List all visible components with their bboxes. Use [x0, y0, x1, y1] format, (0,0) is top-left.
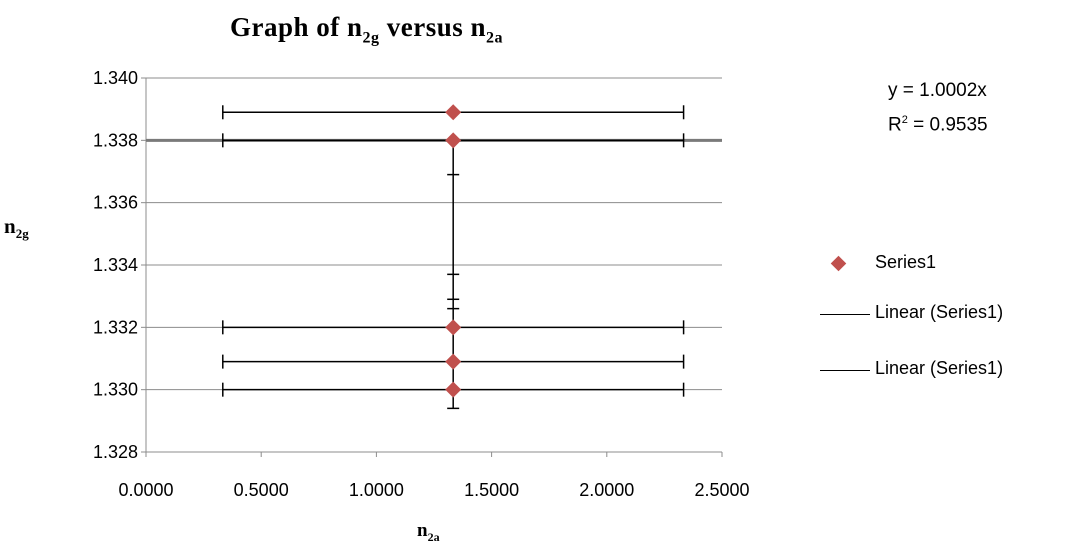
x-tick-label: 0.0000: [118, 480, 173, 500]
data-point: [445, 319, 462, 336]
data-point: [445, 381, 462, 398]
x-tick-label: 2.5000: [694, 480, 749, 500]
y-tick-label: 1.330: [93, 380, 138, 400]
x-tick-label: 0.5000: [234, 480, 289, 500]
legend-item-series1: Series1: [820, 250, 1069, 280]
x-tick-label: 1.5000: [464, 480, 519, 500]
data-point: [445, 353, 462, 370]
legend-label: Series1: [875, 252, 937, 272]
y-tick-label: 1.338: [93, 130, 138, 150]
y-tick-label: 1.334: [93, 255, 138, 275]
chart-title: Graph of n2g versus n2a: [230, 12, 504, 47]
data-point: [445, 104, 462, 121]
legend-diamond-marker-icon: [830, 255, 847, 272]
y-tick-label: 1.340: [93, 68, 138, 88]
data-point: [445, 132, 462, 149]
y-tick-label: 1.332: [93, 317, 138, 337]
legend-line-icon: [820, 370, 870, 371]
legend: Series1 Linear (Series1) Linear (Series1…: [820, 250, 1069, 400]
legend-label: Linear (Series1): [875, 358, 1004, 378]
legend-label: Linear (Series1): [875, 302, 1004, 322]
x-tick-label: 1.0000: [349, 480, 404, 500]
y-tick-label: 1.328: [93, 442, 138, 462]
trendline-r-squared: R2 = 0.9535: [888, 114, 988, 136]
trendline-equation: y = 1.0002x: [888, 80, 987, 101]
x-axis-label: n2a: [417, 520, 440, 544]
legend-item-trendline-2: Linear (Series1): [820, 356, 1069, 386]
y-axis-label: n2g: [4, 214, 29, 242]
x-tick-label: 2.0000: [579, 480, 634, 500]
legend-line-icon: [820, 314, 870, 315]
y-tick-label: 1.336: [93, 193, 138, 213]
legend-item-trendline-1: Linear (Series1): [820, 300, 1069, 330]
